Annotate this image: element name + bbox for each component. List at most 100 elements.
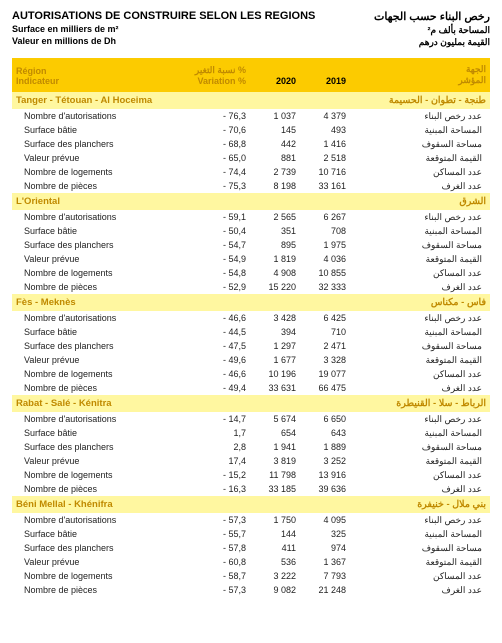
cell-variation: - 76,3	[166, 111, 246, 122]
indicator-ar: عدد رخص البناء	[346, 111, 486, 122]
indicator-fr: Surface bâtie	[16, 226, 166, 237]
indicator-fr: Nombre de logements	[16, 470, 166, 481]
cell-2020: 3 222	[246, 571, 296, 582]
indicator-fr: Valeur prévue	[16, 456, 166, 467]
cell-2020: 3 428	[246, 313, 296, 324]
cell-variation: 1,7	[166, 428, 246, 439]
region-header: Tanger - Tétouan - Al Hoceimaطنجة - تطوا…	[12, 92, 490, 109]
indicator-ar: عدد الغرف	[346, 585, 486, 596]
table-row: Nombre d'autorisations- 57,31 7504 095عد…	[12, 513, 490, 527]
table-row: Nombre d'autorisations- 46,63 4286 425عد…	[12, 311, 490, 325]
indicator-ar: عدد المساكن	[346, 369, 486, 380]
indicator-ar: المساحة المبنية	[346, 428, 486, 439]
col-region-ar-l2: المؤشر	[458, 75, 486, 85]
cell-2020: 351	[246, 226, 296, 237]
table-row: Valeur prévue- 49,61 6773 328القيمة المت…	[12, 353, 490, 367]
column-header: Région Indicateur نسبة التغير % Variatio…	[12, 58, 490, 92]
region-header: Fès - Meknèsفاس - مكناس	[12, 294, 490, 311]
table-row: Nombre de pièces- 52,915 22032 333عدد ال…	[12, 280, 490, 294]
table-row: Surface des planchers- 57,8411974مساحة ا…	[12, 541, 490, 555]
col-variation-fr: Variation %	[197, 76, 246, 86]
subtitle1-fr: Surface en milliers de m²	[12, 24, 315, 36]
cell-2020: 654	[246, 428, 296, 439]
cell-variation: - 65,0	[166, 153, 246, 164]
cell-2020: 9 082	[246, 585, 296, 596]
indicator-fr: Nombre de pièces	[16, 282, 166, 293]
indicator-fr: Nombre d'autorisations	[16, 515, 166, 526]
indicator-ar: عدد المساكن	[346, 571, 486, 582]
indicator-fr: Nombre de logements	[16, 268, 166, 279]
cell-2020: 5 674	[246, 414, 296, 425]
table-row: Nombre de logements- 58,73 2227 793عدد ا…	[12, 569, 490, 583]
cell-2020: 1 819	[246, 254, 296, 265]
cell-variation: 2,8	[166, 442, 246, 453]
cell-2020: 1 677	[246, 355, 296, 366]
indicator-fr: Nombre de pièces	[16, 181, 166, 192]
region-name-ar: طنجة - تطوان - الحسيمة	[251, 95, 486, 106]
col-region-ar: الجهة المؤشر	[346, 64, 486, 86]
indicator-ar: عدد رخص البناء	[346, 414, 486, 425]
cell-2019: 19 077	[296, 369, 346, 380]
cell-2019: 1 889	[296, 442, 346, 453]
indicator-fr: Nombre d'autorisations	[16, 313, 166, 324]
table-row: Surface bâtie- 70,6145493المساحة المبنية	[12, 123, 490, 137]
region-name-ar: الشرق	[251, 196, 486, 207]
cell-variation: - 74,4	[166, 167, 246, 178]
cell-2019: 708	[296, 226, 346, 237]
indicator-ar: القيمة المتوقعة	[346, 355, 486, 366]
indicator-ar: عدد الغرف	[346, 383, 486, 394]
cell-2019: 493	[296, 125, 346, 136]
region-header: Rabat - Salé - Kénitraالرباط - سلا - الق…	[12, 395, 490, 412]
indicator-fr: Nombre de logements	[16, 571, 166, 582]
cell-variation: - 54,7	[166, 240, 246, 251]
cell-2019: 1 367	[296, 557, 346, 568]
cell-variation: - 16,3	[166, 484, 246, 495]
cell-2019: 3 328	[296, 355, 346, 366]
cell-2020: 3 819	[246, 456, 296, 467]
cell-variation: - 58,7	[166, 571, 246, 582]
table-row: Nombre de pièces- 16,333 18539 636عدد ال…	[12, 482, 490, 496]
table-row: Surface bâtie- 44,5394710المساحة المبنية	[12, 325, 490, 339]
cell-2020: 15 220	[246, 282, 296, 293]
indicator-ar: المساحة المبنية	[346, 125, 486, 136]
indicator-ar: مساحة السقوف	[346, 543, 486, 554]
cell-2019: 1 975	[296, 240, 346, 251]
indicator-ar: عدد الغرف	[346, 484, 486, 495]
cell-2020: 1 941	[246, 442, 296, 453]
indicator-fr: Nombre d'autorisations	[16, 111, 166, 122]
indicator-fr: Valeur prévue	[16, 153, 166, 164]
indicator-ar: عدد المساكن	[346, 167, 486, 178]
cell-2020: 1 037	[246, 111, 296, 122]
cell-variation: - 75,3	[166, 181, 246, 192]
cell-variation: 17,4	[166, 456, 246, 467]
cell-2019: 4 095	[296, 515, 346, 526]
table-row: Surface des planchers- 68,84421 416مساحة…	[12, 137, 490, 151]
cell-variation: - 46,6	[166, 369, 246, 380]
cell-variation: - 57,3	[166, 515, 246, 526]
col-2019: 2019	[296, 76, 346, 86]
table-row: Valeur prévue17,43 8193 252القيمة المتوق…	[12, 454, 490, 468]
col-region-fr-l2: Indicateur	[16, 76, 59, 86]
cell-2020: 536	[246, 557, 296, 568]
indicator-fr: Valeur prévue	[16, 254, 166, 265]
cell-2019: 6 650	[296, 414, 346, 425]
region-name-ar: بني ملال - خنيفرة	[251, 499, 486, 510]
indicator-ar: عدد رخص البناء	[346, 212, 486, 223]
subtitle1-ar: المساحة بألف م²	[374, 25, 490, 37]
cell-2019: 1 416	[296, 139, 346, 150]
indicator-ar: المساحة المبنية	[346, 327, 486, 338]
table-row: Surface des planchers- 47,51 2972 471مسا…	[12, 339, 490, 353]
indicator-ar: المساحة المبنية	[346, 529, 486, 540]
indicator-fr: Valeur prévue	[16, 355, 166, 366]
indicator-ar: عدد الغرف	[346, 282, 486, 293]
region-name-fr: Tanger - Tétouan - Al Hoceima	[16, 95, 251, 106]
indicator-fr: Surface bâtie	[16, 428, 166, 439]
indicator-fr: Nombre de pièces	[16, 484, 166, 495]
table-row: Surface bâtie- 55,7144325المساحة المبنية	[12, 527, 490, 541]
subtitle2-ar: القيمة بمليون درهم	[374, 37, 490, 49]
cell-2019: 2 518	[296, 153, 346, 164]
indicator-fr: Surface des planchers	[16, 139, 166, 150]
cell-2019: 6 267	[296, 212, 346, 223]
cell-2019: 643	[296, 428, 346, 439]
cell-variation: - 49,6	[166, 355, 246, 366]
